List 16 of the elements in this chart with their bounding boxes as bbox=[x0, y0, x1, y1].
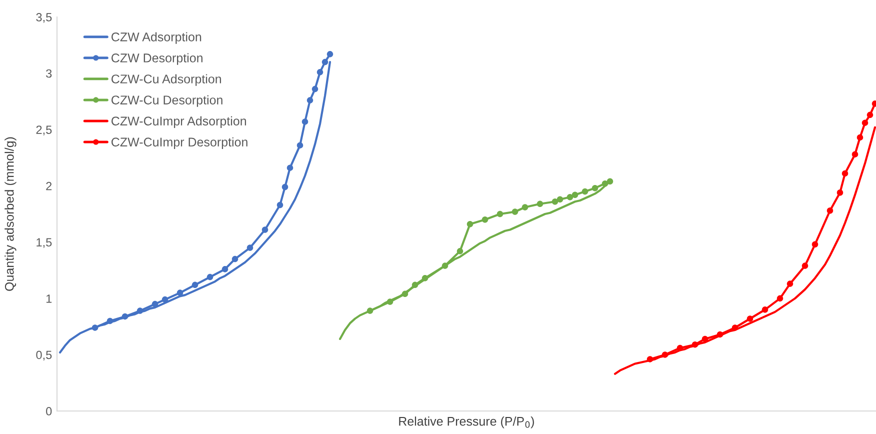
legend-label: CZW-CuImpr Adsorption bbox=[112, 116, 246, 128]
legend-label: CZW Adsorption bbox=[112, 32, 202, 44]
y-tick-label: 3,5 bbox=[36, 13, 52, 23]
legend-label: CZW-Cu Adsorption bbox=[112, 74, 221, 86]
y-tick-label: 0 bbox=[46, 407, 52, 416]
y-tick-label: 1,5 bbox=[36, 238, 52, 248]
legend-label: CZW-Cu Desorption bbox=[112, 95, 222, 107]
legend-label: CZW Desorption bbox=[112, 53, 202, 65]
y-tick-label: 0,5 bbox=[36, 350, 52, 361]
x-axis-title: Relative Pressure (P/P$_{0}$) bbox=[399, 416, 534, 428]
legend-label: CZW-CuImpr Desorption bbox=[112, 137, 248, 149]
y-tick-label: 2 bbox=[46, 182, 52, 190]
y-tick-label: 1 bbox=[46, 294, 52, 303]
y-axis-title: Quantity adsorbed (mmol/g) bbox=[4, 137, 16, 291]
y-tick-label: 2,5 bbox=[36, 126, 52, 136]
y-tick-label: 3 bbox=[46, 69, 52, 78]
